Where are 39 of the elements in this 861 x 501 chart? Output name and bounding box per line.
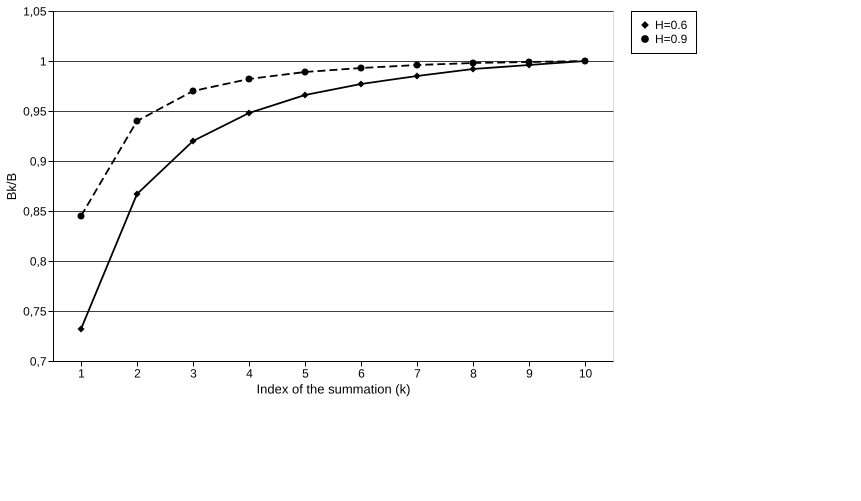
y-tick-label: 0,75: [23, 304, 47, 318]
x-tick-label: 3: [190, 366, 198, 380]
x-tick-label: 4: [246, 366, 254, 380]
point: [133, 190, 141, 198]
point: [245, 75, 253, 83]
y-tick-label: 0,7: [30, 354, 47, 368]
point: [77, 325, 85, 333]
point: [357, 64, 365, 72]
y-tick-label: 0,95: [23, 104, 47, 118]
y-tick-label: 1: [40, 54, 47, 68]
x-tick-label: 2: [134, 366, 142, 380]
point: [301, 68, 309, 76]
y-axis-title: Bk/B: [4, 172, 20, 200]
point: [301, 91, 309, 99]
point: [413, 72, 421, 80]
legend-label: H=0.6: [655, 18, 688, 32]
y-tick-label: 0,8: [30, 254, 47, 268]
x-tick-label: 8: [470, 366, 478, 380]
x-axis-title: Index of the summation (k): [256, 382, 410, 396]
x-tick-label: 5: [302, 366, 310, 380]
point: [189, 87, 197, 95]
point: [189, 137, 197, 145]
y-tick-label: 0,85: [23, 204, 47, 218]
point: [77, 212, 85, 220]
x-tick-label: 6: [358, 366, 366, 380]
y-tick-label: 1,05: [23, 4, 47, 18]
legend-label: H=0.9: [655, 32, 688, 46]
point: [469, 65, 477, 73]
point: [133, 117, 141, 125]
point: [245, 109, 253, 117]
x-tick-label: 1: [78, 366, 86, 380]
point: [357, 80, 365, 88]
point: [581, 57, 589, 65]
x-tick-label: 7: [414, 366, 422, 380]
x-tick-label: 10: [578, 366, 592, 380]
x-tick-label: 9: [526, 366, 534, 380]
point: [469, 59, 477, 67]
y-tick-label: 0,9: [30, 154, 47, 168]
point: [413, 61, 421, 69]
